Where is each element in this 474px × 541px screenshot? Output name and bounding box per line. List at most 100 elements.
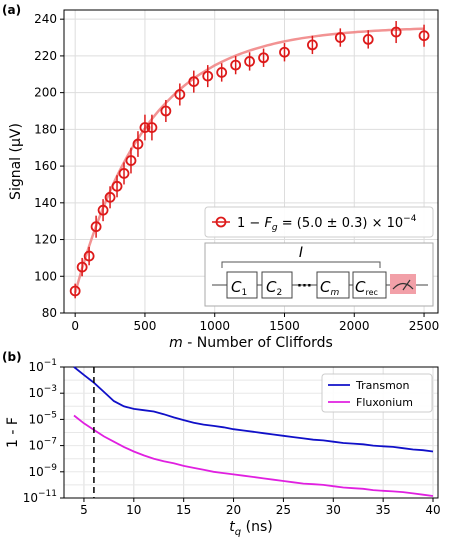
point-marker	[230, 59, 242, 71]
y-tick-label: 240	[34, 12, 57, 26]
legend-label-transmon: Transmon	[355, 379, 410, 392]
data-point	[76, 257, 88, 277]
x-axis-label-b: tq (ns)	[229, 519, 272, 538]
measurement-icon	[390, 274, 416, 294]
data-point	[362, 30, 374, 49]
y-tick-label: 180	[34, 122, 57, 136]
point-marker	[111, 180, 123, 192]
point-marker	[362, 33, 374, 45]
data-point	[334, 28, 346, 47]
data-point	[160, 99, 172, 123]
y-tick-label: 200	[34, 86, 57, 100]
legend: 1 − Fg = (5.0 ± 0.3) × 10−4	[204, 206, 434, 238]
y-tick-label: 140	[34, 196, 57, 210]
gate-c1: C1	[226, 271, 258, 299]
x-tick-label: 500	[133, 319, 156, 333]
svg-text:C2: C2	[266, 278, 282, 298]
series-line-fluxonium	[73, 414, 434, 497]
y-axis-label-b: 1 - F	[5, 417, 21, 448]
panel-a-label: (a)	[2, 3, 21, 17]
data-point	[90, 215, 102, 238]
data-point	[125, 147, 137, 174]
x-tick-label: 15	[176, 503, 191, 517]
data-point	[174, 83, 186, 106]
x-tick-label: 5	[80, 503, 88, 517]
data-point	[111, 175, 123, 198]
point-marker	[90, 221, 102, 233]
data-point	[139, 114, 151, 141]
y-tick-label: 120	[34, 233, 57, 247]
point-marker	[69, 285, 81, 297]
y-tick-label: 10−3	[28, 384, 57, 400]
panel-a-grid	[64, 10, 438, 314]
point-marker	[139, 122, 151, 133]
point-marker	[97, 204, 109, 216]
x-tick-label: 40	[425, 503, 440, 517]
gate-cm: Cm	[316, 271, 350, 299]
y-tick-label: 10−1	[28, 358, 57, 374]
x-axis-label: m - Number of Cliffords	[169, 335, 333, 351]
panel-b: (b) 5 10 15 20 25 30 35 40 10−11 10−9 10−7 10−5 10−3…	[2, 350, 441, 538]
point-marker	[307, 39, 318, 51]
y-tick-label: 80	[42, 306, 57, 320]
point-marker	[118, 168, 130, 179]
point-marker	[146, 122, 158, 133]
data-point	[202, 65, 214, 88]
legend-label: 1 − Fg = (5.0 ± 0.3) × 10−4	[237, 214, 417, 233]
gate-ellipsis: ···	[297, 279, 312, 294]
legend-label-fluxonium: Fluxonium	[356, 396, 413, 409]
gate-crec: Crec	[352, 271, 387, 299]
y-tick-label: 220	[34, 49, 57, 63]
data-point	[104, 186, 116, 209]
data-point	[244, 52, 256, 71]
x-tick-label: 0	[71, 319, 79, 333]
panel-a: (a) 0 500 1000 1500 2000 2500 80 100 120 140 160 18…	[2, 3, 439, 351]
data-point	[216, 63, 228, 82]
point-marker	[418, 30, 430, 42]
point-marker	[279, 46, 290, 58]
y-axis-label: Signal (μV)	[8, 123, 24, 200]
x-tick-label: 30	[326, 503, 341, 517]
data-point	[132, 131, 144, 157]
y-tick-label: 10−7	[28, 437, 57, 453]
point-marker	[160, 105, 172, 117]
point-marker	[390, 26, 402, 38]
data-point	[279, 43, 290, 62]
series-line-transmon	[73, 366, 434, 453]
legend-box	[204, 206, 434, 238]
data-point	[230, 55, 242, 75]
data-point	[418, 24, 430, 47]
x-tick-label: 20	[226, 503, 241, 517]
panel-b-frame	[63, 366, 439, 499]
data-point	[97, 199, 109, 222]
y-tick-label: 160	[34, 159, 57, 173]
data-point	[390, 21, 402, 44]
identity-label: I	[299, 245, 303, 261]
series-lines	[73, 366, 434, 497]
gate-c2: C2	[261, 271, 293, 299]
y-tick-label: 100	[34, 269, 57, 283]
point-marker	[216, 67, 228, 78]
panel-a-ticks: 0 500 1000 1500 2000 2500 80 100 120 140 160 180 200…	[34, 12, 439, 333]
point-marker	[202, 70, 214, 82]
identity-bracket	[221, 261, 381, 268]
circuit-inset: I C1 C2 ··· Cm Crec	[204, 242, 434, 307]
svg-text:Cm: Cm	[320, 278, 339, 298]
point-marker	[76, 261, 88, 273]
x-tick-label: 2000	[339, 319, 370, 333]
y-tick-label: 10−11	[23, 489, 57, 505]
data-point	[146, 114, 158, 141]
data-point	[188, 70, 200, 93]
data-point	[69, 283, 81, 299]
panel-b-label: (b)	[2, 350, 22, 364]
point-marker	[188, 76, 200, 88]
data-point	[307, 35, 318, 55]
point-marker	[83, 250, 95, 262]
svg-text:C1: C1	[231, 278, 247, 298]
panel-a-frame	[63, 9, 439, 314]
x-tick-label: 1000	[199, 319, 230, 333]
data-points	[69, 21, 430, 299]
point-marker	[334, 32, 346, 43]
x-tick-label: 1500	[269, 319, 300, 333]
